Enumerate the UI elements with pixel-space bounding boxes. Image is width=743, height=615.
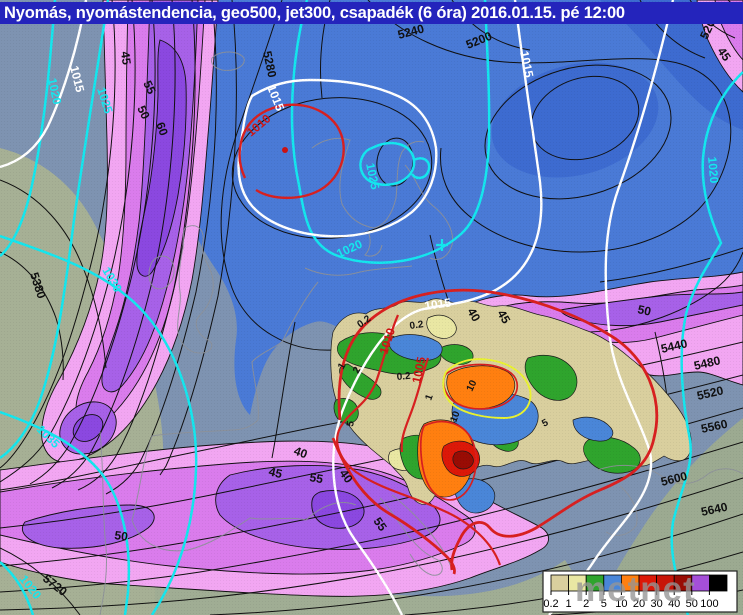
jet300-label: 40: [464, 306, 483, 325]
jet300-label: 60: [153, 120, 171, 138]
jet300-label: 55: [308, 470, 324, 486]
jet300-label: 45: [267, 464, 284, 481]
mslp-white-label: 1015: [423, 295, 452, 313]
precip-label: 2: [351, 365, 364, 376]
jet300-label: 45: [494, 308, 513, 327]
legend-tick-label: 50: [686, 598, 698, 610]
mslp-cyan-label: 1020: [45, 77, 64, 106]
mslp-cyan-label: 1025: [363, 162, 382, 191]
jet300-label: 55: [140, 78, 158, 96]
precip-label: 5: [540, 417, 550, 430]
jet300-label: 45: [118, 50, 134, 65]
mslp-red-label: 1005: [409, 355, 428, 384]
legend-tick-label: 40: [668, 598, 680, 610]
map-title: Nyomás, nyomástendencia, geo500, jet300,…: [4, 4, 625, 22]
geo500-label: 5240: [396, 21, 426, 42]
jet300-label: 50: [134, 103, 152, 121]
geo500-label: 5600: [659, 469, 689, 489]
legend-tick-label: 20: [633, 598, 645, 610]
precip-label: 0.2: [409, 319, 425, 332]
legend-tick-label: 5: [601, 598, 607, 610]
geo500-label: 5560: [700, 417, 729, 436]
jet300-label: 50: [636, 302, 652, 319]
geo500-label: 5640: [700, 500, 729, 519]
legend-swatch: [550, 574, 570, 592]
precip-label: 1: [423, 393, 435, 402]
mslp-white-label: 1015: [67, 64, 87, 94]
precip-label: 1: [336, 361, 349, 372]
precip-label: 10: [448, 409, 462, 424]
jet300-label: 40: [292, 444, 310, 462]
geo500-label: 5520: [696, 383, 725, 403]
geo500-label: 5480: [693, 353, 722, 373]
legend-swatch: [709, 574, 728, 592]
precip-label: 10: [465, 378, 480, 393]
precip-label: 0.2: [396, 371, 411, 383]
jet300-label: 50: [114, 528, 129, 544]
mslp-white-label: 1015: [517, 50, 536, 79]
geo500-label: 5280: [260, 50, 279, 79]
legend-tick-label: 100: [700, 598, 718, 610]
legend-tick-label: 10: [615, 598, 627, 610]
legend-tick-label: 1: [566, 598, 572, 610]
legend-tick-label: 30: [650, 598, 662, 610]
geo500-label: 5440: [660, 336, 689, 356]
metnet-watermark: metnet: [575, 570, 696, 609]
mslp-cyan-label: 1020: [705, 156, 721, 184]
title-bar: Nyomás, nyomástendencia, geo500, jet300,…: [0, 2, 743, 24]
legend-tick-label: 2: [583, 598, 589, 610]
precip-label: 5: [345, 420, 357, 428]
legend-tick-label: 0.2: [543, 598, 558, 610]
precip-legend: 0.2 1 2 5 10 20 30 40 50 100 metnet: [542, 570, 738, 613]
legend-ticks: [550, 591, 710, 595]
